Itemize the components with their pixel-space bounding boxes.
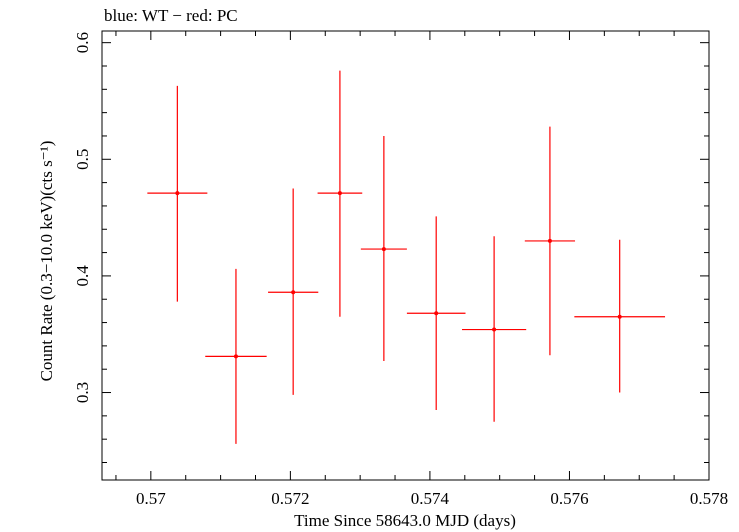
y-tick-label: 0.3 bbox=[73, 382, 92, 403]
data-point bbox=[524, 126, 576, 356]
x-axis-ticks: 0.57 0.572 0.574 0.576 0.578 bbox=[115, 31, 728, 508]
data-marker bbox=[175, 191, 180, 196]
data-marker bbox=[381, 247, 386, 252]
x-tick-label: 0.578 bbox=[690, 489, 728, 508]
data-point bbox=[406, 216, 466, 411]
x-tick-label: 0.576 bbox=[550, 489, 588, 508]
y-axis-ticks: 0.3 0.4 0.5 0.6 bbox=[73, 32, 709, 464]
data-point bbox=[317, 70, 363, 317]
y-axis-label: Count Rate (0.3−10.0 keV)(cts s⁻¹) bbox=[37, 141, 56, 382]
plot-border bbox=[101, 30, 710, 481]
plot-frame bbox=[101, 30, 710, 481]
data-marker bbox=[492, 327, 497, 332]
x-tick-label: 0.572 bbox=[271, 489, 309, 508]
data-marker bbox=[617, 314, 622, 319]
data-point bbox=[462, 236, 527, 422]
chart-title: blue: WT − red: PC bbox=[104, 6, 238, 25]
x-axis-label: Time Since 58643.0 MJD (days) bbox=[294, 511, 516, 530]
data-marker bbox=[434, 311, 439, 316]
data-point bbox=[268, 188, 319, 395]
x-tick-label: 0.57 bbox=[136, 489, 166, 508]
data-marker bbox=[291, 290, 296, 295]
y-tick-label: 0.4 bbox=[73, 265, 92, 287]
data-point bbox=[205, 268, 267, 444]
data-series-layer bbox=[147, 70, 666, 444]
data-marker bbox=[233, 354, 238, 359]
data-marker bbox=[337, 191, 342, 196]
y-tick-label: 0.6 bbox=[73, 32, 92, 53]
series-pc bbox=[147, 70, 666, 444]
y-tick-label: 0.5 bbox=[73, 149, 92, 170]
x-tick-label: 0.574 bbox=[411, 489, 450, 508]
data-marker bbox=[547, 238, 552, 243]
data-point bbox=[147, 85, 208, 302]
data-point bbox=[360, 135, 407, 362]
data-point bbox=[574, 239, 666, 393]
